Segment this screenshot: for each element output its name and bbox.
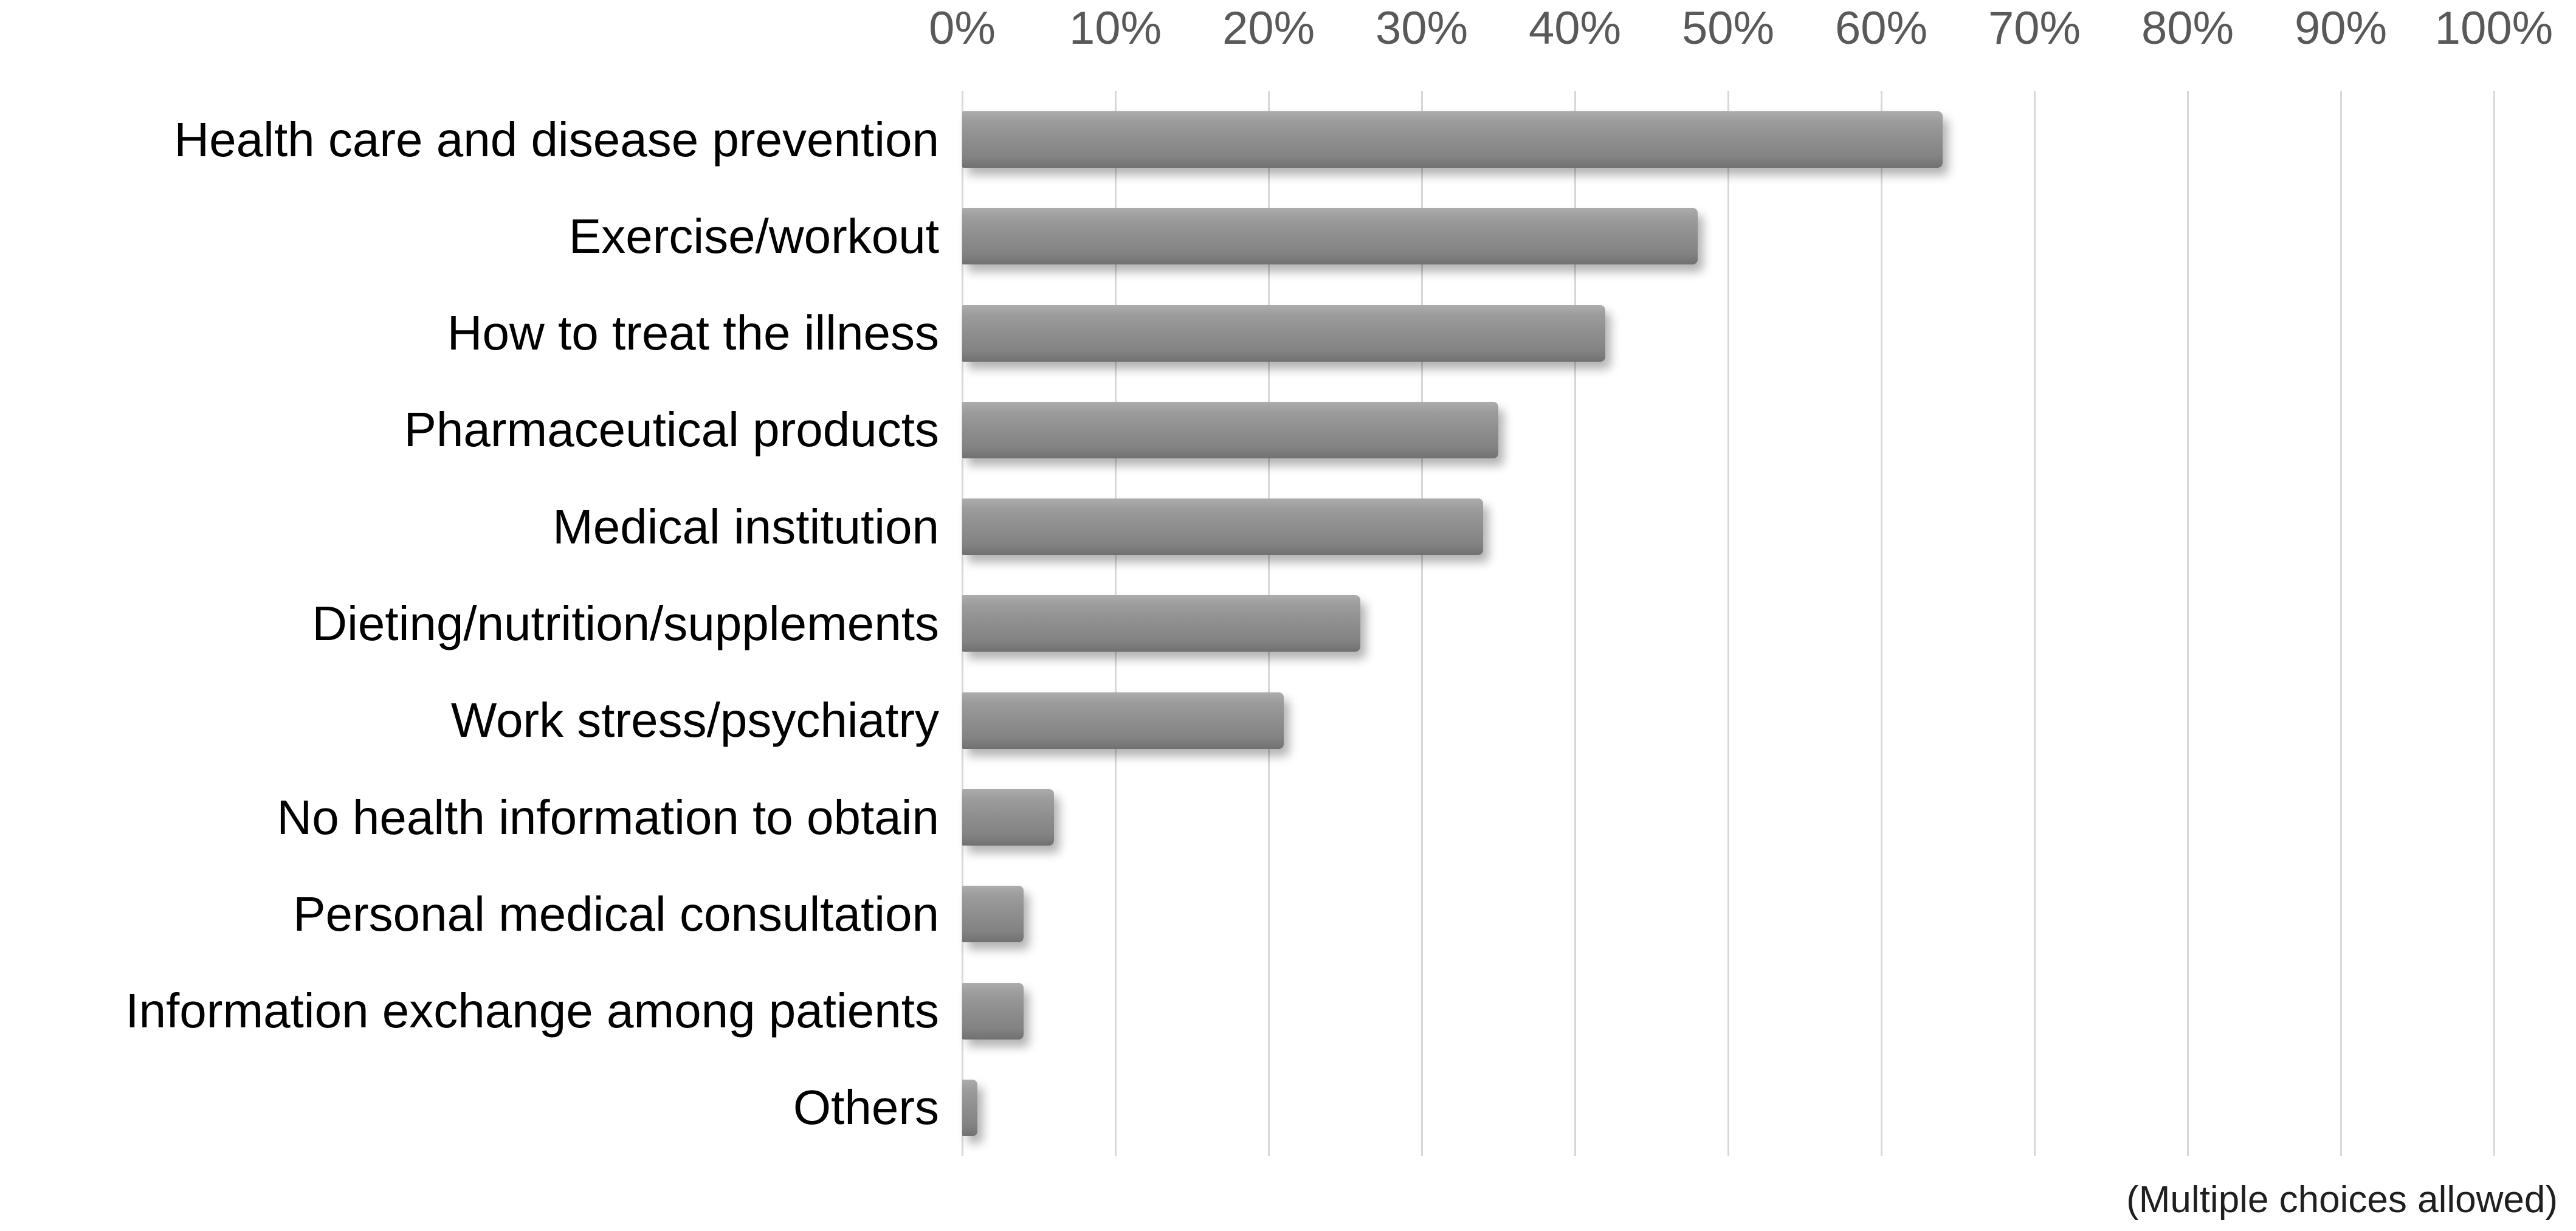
x-axis-tick-label: 90% — [2294, 2, 2388, 54]
bar-row — [962, 1060, 2494, 1156]
bar — [962, 982, 1024, 1040]
x-axis-tick-label: 10% — [1069, 2, 1162, 54]
x-axis-tick-label: 100% — [2434, 2, 2554, 54]
bar-row — [962, 382, 2494, 478]
bar-row — [962, 672, 2494, 769]
x-axis-tick-label: 80% — [2141, 2, 2234, 54]
x-axis-tick-label: 30% — [1375, 2, 1469, 54]
x-axis-tick-label: 40% — [1528, 2, 1622, 54]
bar-row — [962, 866, 2494, 962]
bar — [962, 595, 1361, 652]
category-label: Dieting/nutrition/supplements — [312, 596, 939, 650]
bar — [962, 208, 1698, 265]
bar-row — [962, 285, 2494, 382]
bar — [962, 886, 1024, 943]
category-label: Pharmaceutical products — [404, 402, 939, 457]
bar-row — [962, 962, 2494, 1059]
x-axis-tick-label: 60% — [1834, 2, 1928, 54]
bar — [962, 498, 1483, 556]
x-axis-tick-label: 50% — [1681, 2, 1775, 54]
gridline — [1727, 91, 1729, 1156]
bar — [962, 1079, 978, 1136]
category-label: Others — [793, 1080, 939, 1135]
gridline — [1421, 91, 1423, 1156]
bar-row — [962, 188, 2494, 284]
x-axis-tick-label: 70% — [1988, 2, 2081, 54]
category-label: Health care and disease prevention — [174, 112, 939, 167]
gridline — [2493, 91, 2495, 1156]
gridline — [2340, 91, 2342, 1156]
footnote: (Multiple choices allowed) — [2126, 1179, 2558, 1221]
category-labels: Health care and disease prevention Exerci… — [0, 91, 939, 1156]
gridline — [1574, 91, 1576, 1156]
bar-row — [962, 478, 2494, 575]
x-axis: 0% 10% 20% 30% 40% 50% 60% 70% 80% 90% 100% — [0, 0, 2576, 85]
x-axis-tick-label: 0% — [929, 2, 996, 54]
category-label: Personal medical consultation — [293, 886, 939, 941]
x-axis-tick-label: 20% — [1222, 2, 1315, 54]
bar — [962, 111, 1943, 168]
category-label: Work stress/psychiatry — [450, 693, 939, 748]
bar — [962, 305, 1606, 362]
gridline — [2187, 91, 2189, 1156]
bar-row — [962, 769, 2494, 866]
bar — [962, 789, 1055, 846]
plot-area — [962, 91, 2495, 1156]
gridline — [1881, 91, 1882, 1156]
bar-row — [962, 91, 2494, 188]
category-label: Exercise/workout — [568, 209, 939, 263]
category-label: Information exchange among patients — [125, 984, 939, 1038]
gridline — [2034, 91, 2036, 1156]
bar-row — [962, 575, 2494, 672]
category-label: Medical institution — [553, 499, 939, 554]
bar — [962, 692, 1284, 749]
bar-rows — [962, 91, 2494, 1156]
category-label: No health information to obtain — [277, 790, 939, 844]
bar — [962, 401, 1498, 458]
category-label: How to treat the illness — [447, 306, 939, 360]
